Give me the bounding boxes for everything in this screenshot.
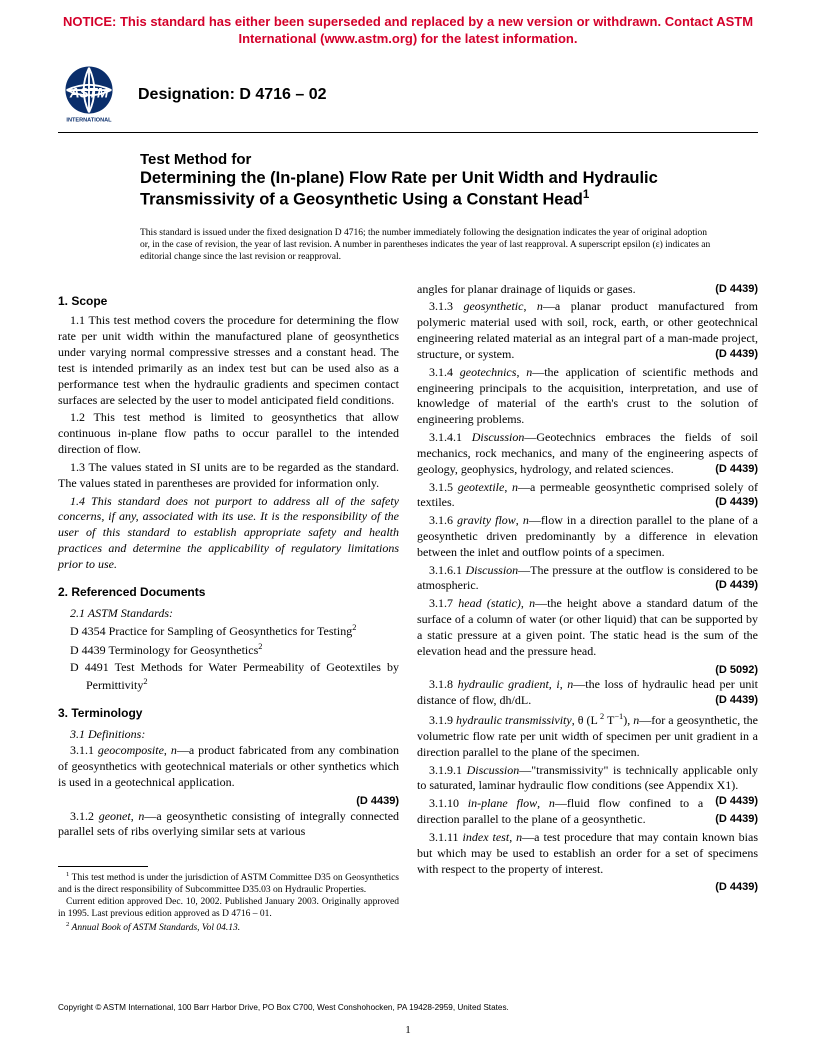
svg-text:INTERNATIONAL: INTERNATIONAL	[66, 117, 112, 123]
dref-3-1-8: (D 4439)	[703, 693, 758, 708]
dref-3-1-7: (D 5092)	[715, 664, 758, 676]
ref-d4491: D 4491 Test Methods for Water Permeabili…	[58, 660, 399, 694]
astm-logo: ASTM INTERNATIONAL	[58, 64, 120, 126]
title-sup: 1	[583, 189, 589, 201]
def-geonet: 3.1.2 geonet, n—a geosynthetic consistin…	[58, 809, 399, 841]
dref-3-1-10: (D 4439)	[703, 812, 758, 827]
right-column: angles for planar drainage of liquids or…	[417, 282, 758, 935]
ref2-text: D 4439 Terminology for Geosynthetics	[70, 643, 258, 657]
fn1-text: This test method is under the jurisdicti…	[58, 873, 399, 895]
def-gravity-flow: 3.1.6 gravity flow, n—flow in a directio…	[417, 513, 758, 560]
notice-banner: NOTICE: This standard has either been su…	[0, 0, 816, 56]
para-1-2: 1.2 This test method is limited to geosy…	[58, 410, 399, 457]
header-row: ASTM INTERNATIONAL Designation: D 4716 –…	[0, 56, 816, 126]
title-block: Test Method for Determining the (In-plan…	[0, 133, 816, 217]
def-geocomposite: 3.1.1 geocomposite, n—a product fabricat…	[58, 743, 399, 790]
definitions-sub: 3.1 Definitions:	[58, 727, 399, 743]
disc-transmissivity: 3.1.9.1 Discussion—"transmissivity" is t…	[417, 763, 758, 795]
ref-d4439: D 4439 Terminology for Geosynthetics2	[58, 641, 399, 659]
footnote-2: 2 Annual Book of ASTM Standards, Vol 04.…	[58, 921, 399, 935]
ref3-text: D 4491 Test Methods for Water Permeabili…	[70, 660, 399, 692]
issue-note: This standard is issued under the fixed …	[0, 217, 816, 278]
dref-3-1-11: (D 4439)	[715, 881, 758, 893]
page-number: 1	[0, 1024, 816, 1036]
title-main: Determining the (In-plane) Flow Rate per…	[140, 168, 758, 211]
def-index-test: 3.1.11 index test, n—a test procedure th…	[417, 830, 758, 877]
def-geotechnics: 3.1.4 geotechnics, n—the application of …	[417, 365, 758, 428]
fn2-text: Annual Book of ASTM Standards, Vol 04.13…	[69, 923, 240, 933]
dref-3-1-1: (D 4439)	[356, 795, 399, 807]
footnote-1b: Current edition approved Dec. 10, 2002. …	[58, 897, 399, 921]
def-hydraulic-gradient: 3.1.8 hydraulic gradient, i, n—the loss …	[417, 677, 758, 709]
copyright: Copyright © ASTM International, 100 Barr…	[58, 1003, 509, 1012]
def-geotextile: 3.1.5 geotextile, n—a permeable geosynth…	[417, 480, 758, 512]
def-hydraulic-transmissivity: 3.1.9 hydraulic transmissivity, θ (L 2 T…	[417, 711, 758, 760]
dref-3-1-9-1: (D 4439)	[703, 794, 758, 809]
footnote-rule	[58, 866, 148, 867]
body-columns: 1. Scope 1.1 This test method covers the…	[0, 278, 816, 935]
designation: Designation: D 4716 – 02	[138, 86, 327, 104]
ref-d4354: D 4354 Practice for Sampling of Geosynth…	[58, 622, 399, 640]
title-main-text: Determining the (In-plane) Flow Rate per…	[140, 169, 658, 209]
dref-3-1-5: (D 4439)	[703, 495, 758, 510]
para-1-1: 1.1 This test method covers the procedur…	[58, 313, 399, 408]
dref-0: (D 4439)	[715, 282, 758, 297]
ref1-text: D 4354 Practice for Sampling of Geosynth…	[70, 624, 352, 638]
disc-gravity-flow: 3.1.6.1 Discussion—The pressure at the o…	[417, 563, 758, 595]
para-1-3: 1.3 The values stated in SI units are to…	[58, 460, 399, 492]
para-1-4: 1.4 This standard does not purport to ad…	[58, 494, 399, 573]
title-lead: Test Method for	[140, 151, 758, 168]
scope-head: 1. Scope	[58, 294, 399, 310]
def-geosynthetic: 3.1.3 geosynthetic, n—a planar product m…	[417, 299, 758, 362]
dref-3-1-6-1: (D 4439)	[703, 578, 758, 593]
cont-geonet: angles for planar drainage of liquids or…	[417, 282, 758, 298]
terminology-head: 3. Terminology	[58, 706, 399, 722]
dref-3-1-3: (D 4439)	[703, 347, 758, 362]
svg-text:ASTM: ASTM	[69, 85, 109, 100]
def-head-static: 3.1.7 head (static), n—the height above …	[417, 596, 758, 659]
dref-3-1-4-1: (D 4439)	[703, 462, 758, 477]
disc-geotechnics: 3.1.4.1 Discussion—Geotechnics embraces …	[417, 430, 758, 477]
footnote-1: 1 This test method is under the jurisdic…	[58, 871, 399, 897]
refdocs-head: 2. Referenced Documents	[58, 585, 399, 601]
r0-text: angles for planar drainage of liquids or…	[417, 282, 636, 296]
refdocs-sub: 2.1 ASTM Standards:	[58, 606, 399, 622]
left-column: 1. Scope 1.1 This test method covers the…	[58, 282, 399, 935]
